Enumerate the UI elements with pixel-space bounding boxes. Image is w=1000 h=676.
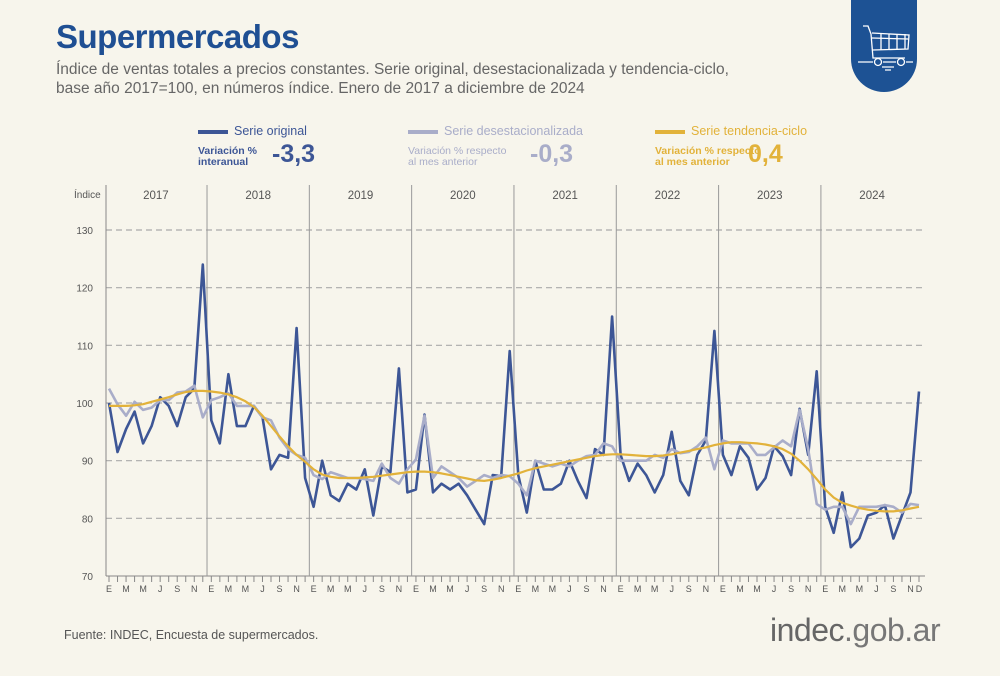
legend-swatch bbox=[198, 129, 228, 134]
x-tick-label: M bbox=[225, 584, 233, 594]
y-tick-label: 120 bbox=[76, 284, 93, 295]
y-tick-label: 130 bbox=[76, 226, 93, 237]
y-tick-label: 100 bbox=[76, 399, 93, 410]
x-tick-label: E bbox=[106, 584, 112, 594]
x-tick-label: M bbox=[651, 584, 659, 594]
variation-label-line: Variación % bbox=[198, 145, 257, 157]
x-tick-label: E bbox=[720, 584, 726, 594]
x-tick-label: M bbox=[242, 584, 250, 594]
year-label: 2017 bbox=[143, 190, 169, 202]
x-tick-label: N bbox=[498, 584, 505, 594]
legend-label: Serie desestacionalizada bbox=[444, 124, 583, 138]
indec-logo: indec.gob.ar bbox=[770, 612, 941, 648]
x-tick-label: J bbox=[363, 584, 368, 594]
year-label: 2020 bbox=[450, 190, 476, 202]
x-tick-label: S bbox=[890, 584, 896, 594]
shopping-cart-icon bbox=[858, 25, 913, 71]
x-tick-label: J bbox=[158, 584, 163, 594]
x-tick-label: E bbox=[413, 584, 419, 594]
category-badge bbox=[851, 0, 917, 92]
source-note: Fuente: INDEC, Encuesta de supermercados… bbox=[64, 628, 319, 642]
legend-label: Serie tendencia-ciclo bbox=[691, 124, 808, 138]
x-tick-label: M bbox=[429, 584, 437, 594]
legend-item: Serie original bbox=[198, 124, 307, 138]
series-line-tendencia-ciclo bbox=[109, 389, 920, 513]
year-label: 2024 bbox=[859, 190, 885, 202]
variation-label-line: interanual bbox=[198, 156, 249, 168]
subtitle-line: base año 2017=100, en números índice. En… bbox=[56, 80, 585, 97]
x-tick-label: S bbox=[686, 584, 692, 594]
y-axis-label: Índice bbox=[74, 188, 101, 201]
legend-swatch bbox=[408, 129, 438, 134]
variation-label: Variación % respecto al mes anterior bbox=[655, 146, 761, 168]
variation-label-line: al mes anterior bbox=[408, 156, 478, 168]
x-tick-label: S bbox=[277, 584, 283, 594]
x-tick-label: M bbox=[549, 584, 557, 594]
x-tick-label: M bbox=[856, 584, 864, 594]
page-title: Supermercados bbox=[56, 18, 299, 55]
x-tick-label: N bbox=[703, 584, 710, 594]
x-tick-label: M bbox=[139, 584, 147, 594]
y-tick-label: 110 bbox=[77, 341, 93, 352]
page-subtitle: Índice de ventas totales a precios const… bbox=[56, 60, 756, 98]
x-tick-label: M bbox=[446, 584, 454, 594]
x-tick-label: S bbox=[481, 584, 487, 594]
x-tick-label: J bbox=[260, 584, 265, 594]
x-tick-label: N bbox=[805, 584, 812, 594]
x-tick-label: M bbox=[634, 584, 642, 594]
x-tick-label: M bbox=[753, 584, 761, 594]
x-tick-label: E bbox=[311, 584, 317, 594]
legend-item: Serie tendencia-ciclo bbox=[655, 124, 807, 138]
x-tick-label: N bbox=[191, 584, 198, 594]
series-line-desestacionalizada bbox=[107, 384, 920, 526]
x-tick-label: E bbox=[515, 584, 521, 594]
x-tick-label: N bbox=[600, 584, 607, 594]
variation-value: -0,3 bbox=[530, 140, 574, 168]
x-tick-label: M bbox=[532, 584, 540, 594]
legend-label: Serie original bbox=[234, 124, 307, 138]
variation-label: Variación % interanual bbox=[198, 146, 257, 168]
x-tick-label: N bbox=[293, 584, 300, 594]
x-tick-label: M bbox=[122, 584, 130, 594]
x-tick-label: M bbox=[344, 584, 352, 594]
legend-swatch bbox=[655, 129, 685, 134]
x-tick-label: J bbox=[772, 584, 777, 594]
x-tick-label: M bbox=[327, 584, 335, 594]
variation-value: 0,4 bbox=[748, 140, 783, 168]
year-label: 2023 bbox=[757, 190, 783, 202]
year-label: 2022 bbox=[655, 190, 681, 202]
year-label: 2019 bbox=[348, 190, 374, 202]
subtitle-line: Índice de ventas totales a precios const… bbox=[56, 61, 729, 78]
x-tick-label: J bbox=[669, 584, 674, 594]
x-tick-label: J bbox=[567, 584, 572, 594]
year-label: 2018 bbox=[245, 190, 271, 202]
x-tick-label: J bbox=[465, 584, 470, 594]
y-tick-label: 80 bbox=[82, 514, 94, 525]
x-tick-label: D bbox=[916, 584, 923, 594]
x-tick-label: E bbox=[822, 584, 828, 594]
x-tick-label: N bbox=[907, 584, 914, 594]
x-tick-label: M bbox=[736, 584, 744, 594]
variation-label-line: Variación % respecto bbox=[408, 145, 507, 157]
y-tick-label: 90 bbox=[82, 457, 94, 468]
y-tick-label: 70 bbox=[82, 572, 94, 583]
x-tick-label: E bbox=[208, 584, 214, 594]
year-label: 2021 bbox=[552, 190, 578, 202]
variation-value: -3,3 bbox=[272, 140, 316, 168]
variation-label: Variación % respecto al mes anterior bbox=[408, 146, 506, 168]
x-tick-label: S bbox=[174, 584, 180, 594]
x-tick-label: N bbox=[396, 584, 403, 594]
x-tick-label: S bbox=[379, 584, 385, 594]
x-tick-label: J bbox=[874, 584, 879, 594]
x-tick-label: S bbox=[583, 584, 589, 594]
legend-item: Serie desestacionalizada bbox=[408, 124, 583, 138]
x-tick-label: S bbox=[788, 584, 794, 594]
x-tick-label: M bbox=[839, 584, 847, 594]
series-line-original bbox=[107, 263, 921, 549]
variation-label-line: Variación % respecto bbox=[655, 145, 761, 157]
x-tick-label: E bbox=[618, 584, 624, 594]
variation-label-line: al mes anterior bbox=[655, 156, 730, 168]
